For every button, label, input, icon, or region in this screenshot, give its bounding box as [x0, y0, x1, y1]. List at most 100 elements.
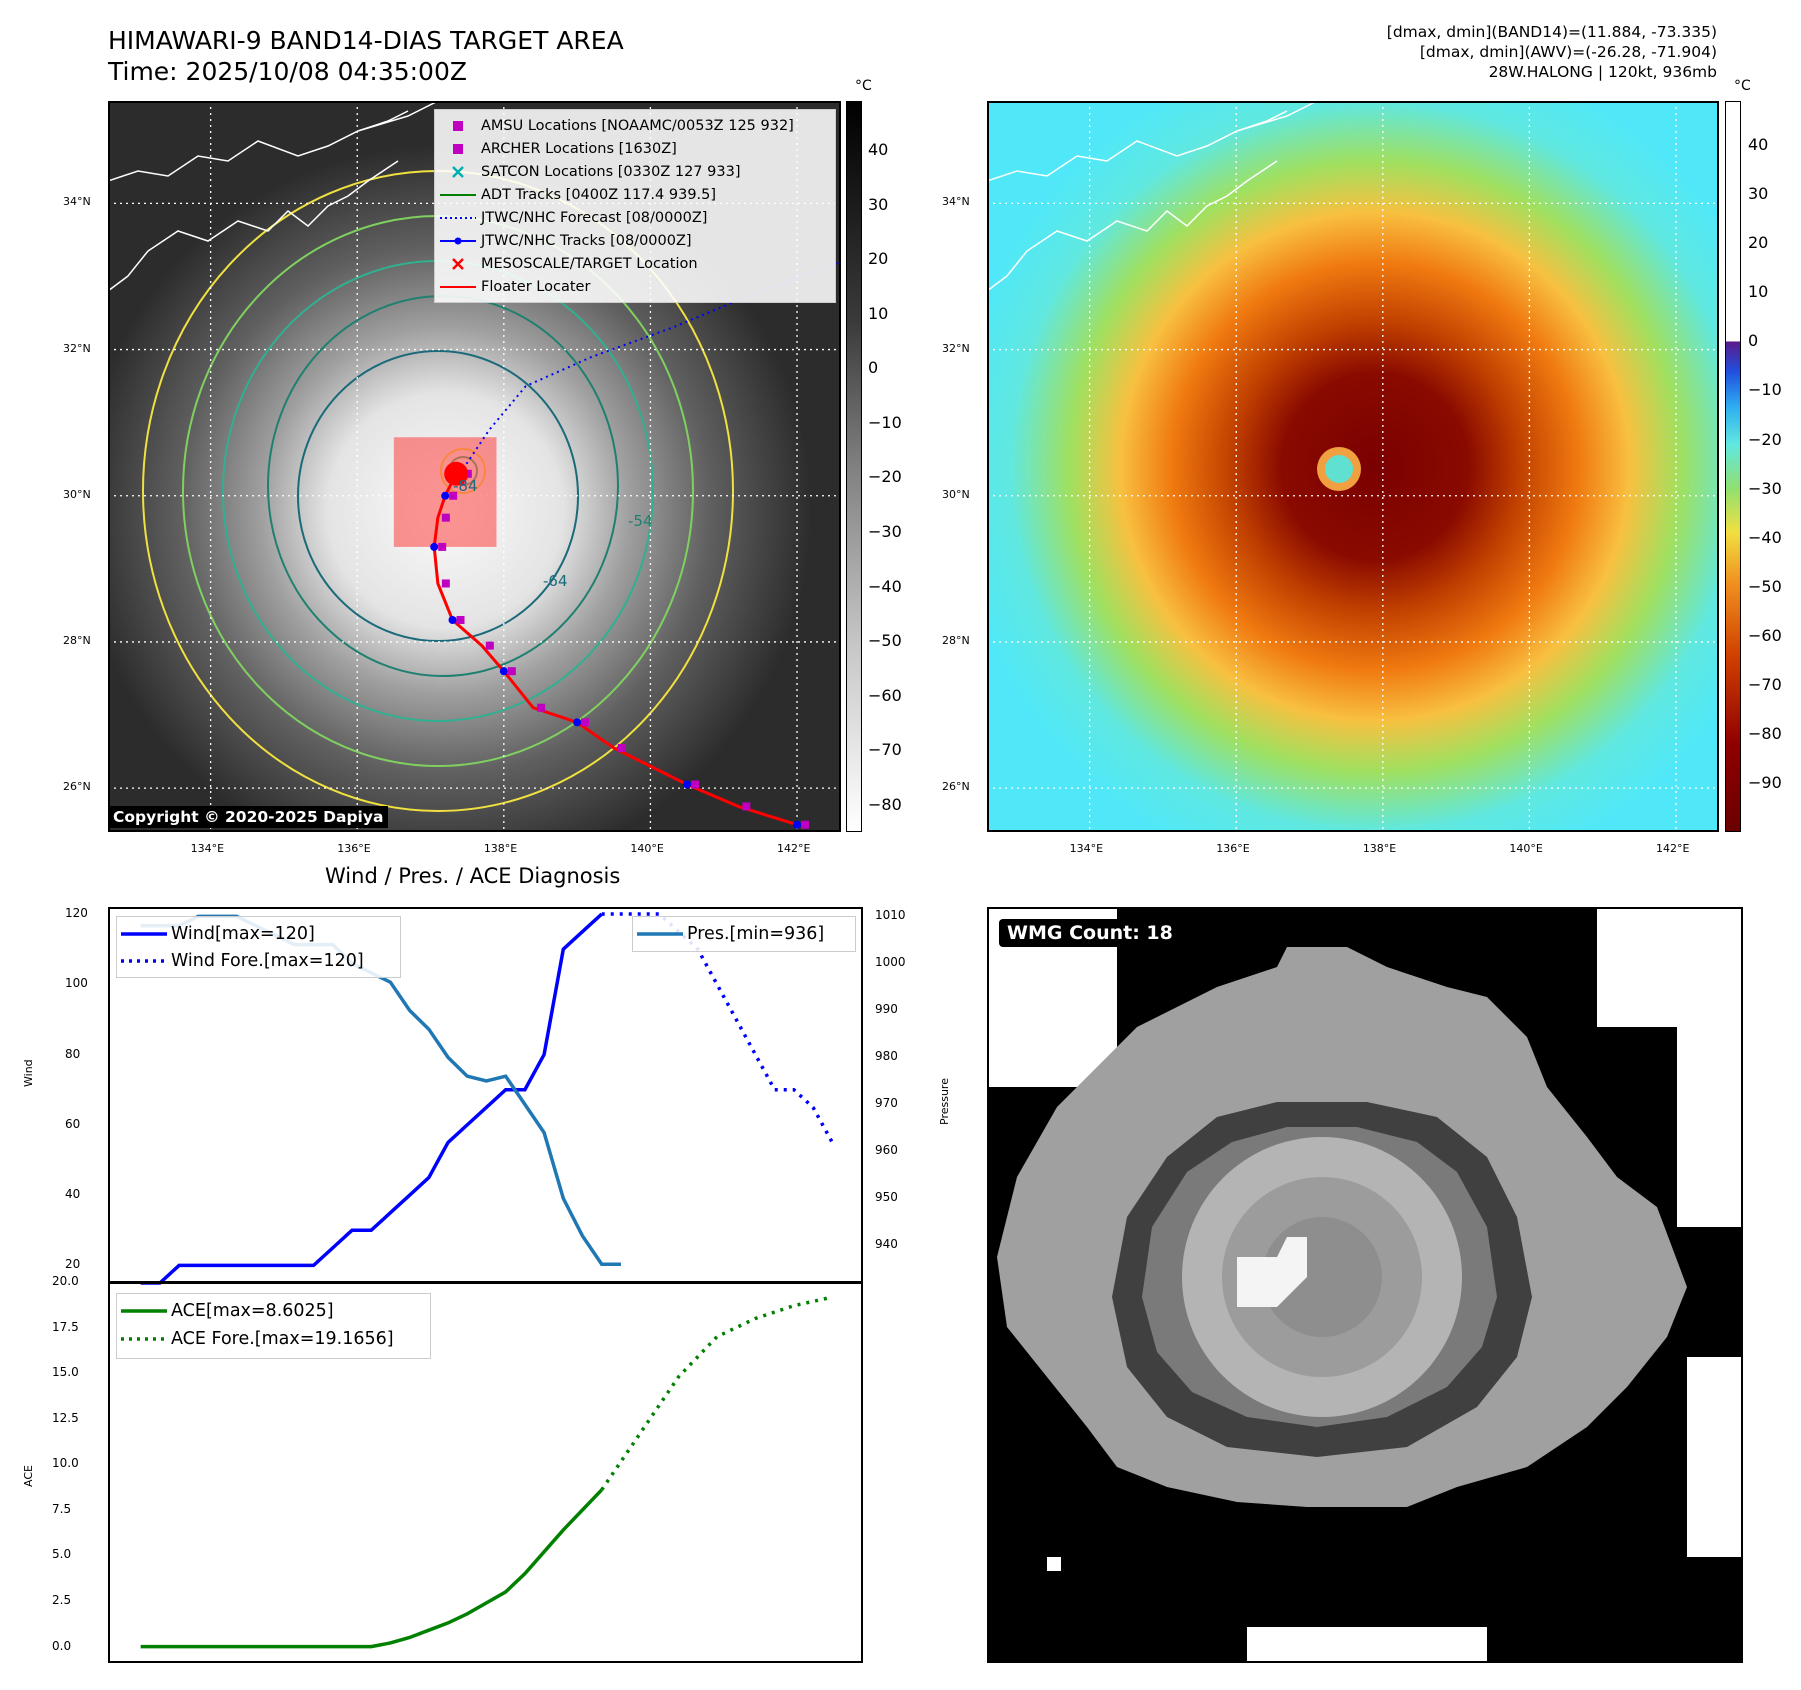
- wind-pressure-chart: Wind[max=120] Wind Fore.[max=120] Pres.[…: [108, 907, 863, 1285]
- ace-ylabel: ACE: [22, 1465, 35, 1487]
- amsu-point: [456, 616, 465, 625]
- legend-item: ADT Tracks [0400Z 117.4 939.5]: [435, 183, 716, 206]
- pressure-legend: Pres.[min=936]: [632, 916, 856, 952]
- legend-symbol-icon: [435, 235, 481, 247]
- lat-label: 34°N: [942, 195, 970, 209]
- ace-tick-label: 17.5: [52, 1319, 79, 1334]
- colorbar-tick: 30: [1748, 184, 1769, 204]
- contour-label-64: -64: [543, 572, 568, 590]
- amsu-point: [438, 542, 447, 551]
- wmg-eye: [1237, 1237, 1307, 1307]
- legend-label: Floater Locater: [481, 278, 591, 295]
- amsu-point: [441, 513, 450, 522]
- right-colorbar-unit: °C: [1734, 78, 1751, 94]
- lat-label: 32°N: [63, 341, 91, 355]
- legend-label: JTWC/NHC Forecast [08/0000Z]: [481, 209, 708, 226]
- storm-info: 28W.HALONG | 120kt, 936mb: [1488, 63, 1717, 81]
- lon-label: 138°E: [1362, 842, 1397, 855]
- legend-label: AMSU Locations [NOAAMC/0053Z 125 932]: [481, 117, 794, 134]
- wind-tick-label: 20: [65, 1257, 81, 1272]
- contour-label-84: -84: [453, 477, 478, 495]
- coastline-japan: [108, 101, 439, 292]
- pressure-ylabel: Pressure: [938, 1078, 951, 1125]
- ace-frame: [108, 1282, 863, 1663]
- lon-label: 134°E: [1069, 842, 1104, 855]
- legend-symbol-icon: [435, 257, 481, 270]
- ace-tick-label: 15.0: [52, 1365, 79, 1380]
- wind-tick-label: 120: [65, 906, 88, 921]
- series-line-0: [140, 912, 603, 1285]
- ace-tick-label: 7.5: [52, 1501, 72, 1516]
- lat-label: 26°N: [942, 780, 970, 794]
- lat-label: 28°N: [942, 633, 970, 647]
- legend-item: MESOSCALE/TARGET Location: [435, 252, 698, 275]
- colorbar-tick: 10: [868, 303, 889, 323]
- legend-item: JTWC/NHC Tracks [08/0000Z]: [435, 229, 692, 252]
- amsu-point: [449, 491, 458, 500]
- pressure-tick-label: 1010: [875, 908, 906, 923]
- band14-colorbar: [846, 101, 862, 832]
- band14-map-panel: -54 -64 -84 AMSU Locations [NOAAMC/0053Z…: [108, 101, 841, 832]
- track-point: [793, 820, 802, 829]
- awv-map-frame: [987, 101, 1719, 832]
- lat-label: 30°N: [63, 487, 91, 501]
- wind-tick-label: 40: [65, 1187, 81, 1202]
- colorbar-tick: −20: [1748, 429, 1782, 449]
- colorbar-tick: −50: [868, 631, 902, 651]
- amsu-point: [617, 743, 626, 752]
- colorbar-tick: −20: [868, 467, 902, 487]
- map-grid-right: [987, 101, 1719, 832]
- colorbar-tick: 30: [868, 194, 889, 214]
- lat-label: 32°N: [942, 341, 970, 355]
- legend-item: Floater Locater: [435, 275, 590, 298]
- legend-symbol-icon: [435, 143, 481, 155]
- pressure-tick-label: 970: [875, 1096, 898, 1111]
- legend-item: JTWC/NHC Forecast [08/0000Z]: [435, 206, 707, 229]
- lat-label: 30°N: [942, 487, 970, 501]
- legend-label: MESOSCALE/TARGET Location: [481, 255, 698, 272]
- colorbar-tick: 40: [868, 140, 889, 160]
- legend-item: ARCHER Locations [1630Z]: [435, 137, 677, 160]
- wind-legend-label: Wind[max=120]: [171, 923, 315, 944]
- lon-label: 140°E: [1509, 842, 1543, 855]
- amsu-point: [537, 703, 546, 712]
- amsu-point: [691, 780, 700, 789]
- legend-symbol-icon: [435, 189, 481, 201]
- amsu-point: [485, 641, 494, 650]
- pressure-tick-label: 940: [875, 1237, 898, 1252]
- colorbar-tick: −90: [1748, 772, 1782, 792]
- track-point: [430, 542, 439, 551]
- colorbar-tick: 20: [1748, 233, 1769, 253]
- amsu-point: [742, 802, 751, 811]
- ace-plot: [140, 1295, 833, 1649]
- figure-time: Time: 2025/10/08 04:35:00Z: [108, 57, 467, 86]
- map-legend: AMSU Locations [NOAAMC/0053Z 125 932] ARC…: [434, 109, 836, 303]
- pressure-tick-label: 960: [875, 1143, 898, 1158]
- left-colorbar-unit: °C: [855, 78, 872, 94]
- pressure-tick-label: 950: [875, 1190, 898, 1205]
- stats-block: [dmax, dmin](BAND14)=(11.884, -73.335) […: [1387, 22, 1717, 82]
- lon-label: 142°E: [1656, 842, 1690, 855]
- lon-label: 140°E: [630, 842, 664, 855]
- colorbar-tick: −80: [1748, 723, 1782, 743]
- band14-stats: [dmax, dmin](BAND14)=(11.884, -73.335): [1386, 23, 1717, 41]
- lat-label: 26°N: [63, 780, 91, 794]
- ace-chart: ACE[max=8.6025] ACE Fore.[max=19.1656]: [108, 1282, 863, 1663]
- lon-label: 142°E: [777, 842, 811, 855]
- ace-legend: ACE[max=8.6025] ACE Fore.[max=19.1656]: [116, 1293, 431, 1359]
- figure-title: HIMAWARI-9 BAND14-DIAS TARGET AREA: [108, 26, 624, 55]
- lat-label: 28°N: [63, 633, 91, 647]
- wmg-count-badge: WMG Count: 18: [999, 919, 1181, 947]
- eye: [1325, 455, 1353, 483]
- contour-label-54: -54: [628, 512, 653, 530]
- colorbar-tick: 0: [1748, 331, 1759, 351]
- awv-stats: [dmax, dmin](AWV)=(-26.28, -71.904): [1419, 43, 1717, 61]
- colorbar-tick: −10: [868, 412, 902, 432]
- colorbar-tick: −70: [1748, 674, 1782, 694]
- colorbar-tick: −40: [1748, 527, 1782, 547]
- wmg-frame: [987, 907, 1743, 1663]
- wind-ylabel: Wind: [22, 1059, 35, 1087]
- legend-symbol-icon: [435, 212, 481, 224]
- colorbar-tick: −70: [868, 740, 902, 760]
- target-location-marker: [444, 461, 469, 486]
